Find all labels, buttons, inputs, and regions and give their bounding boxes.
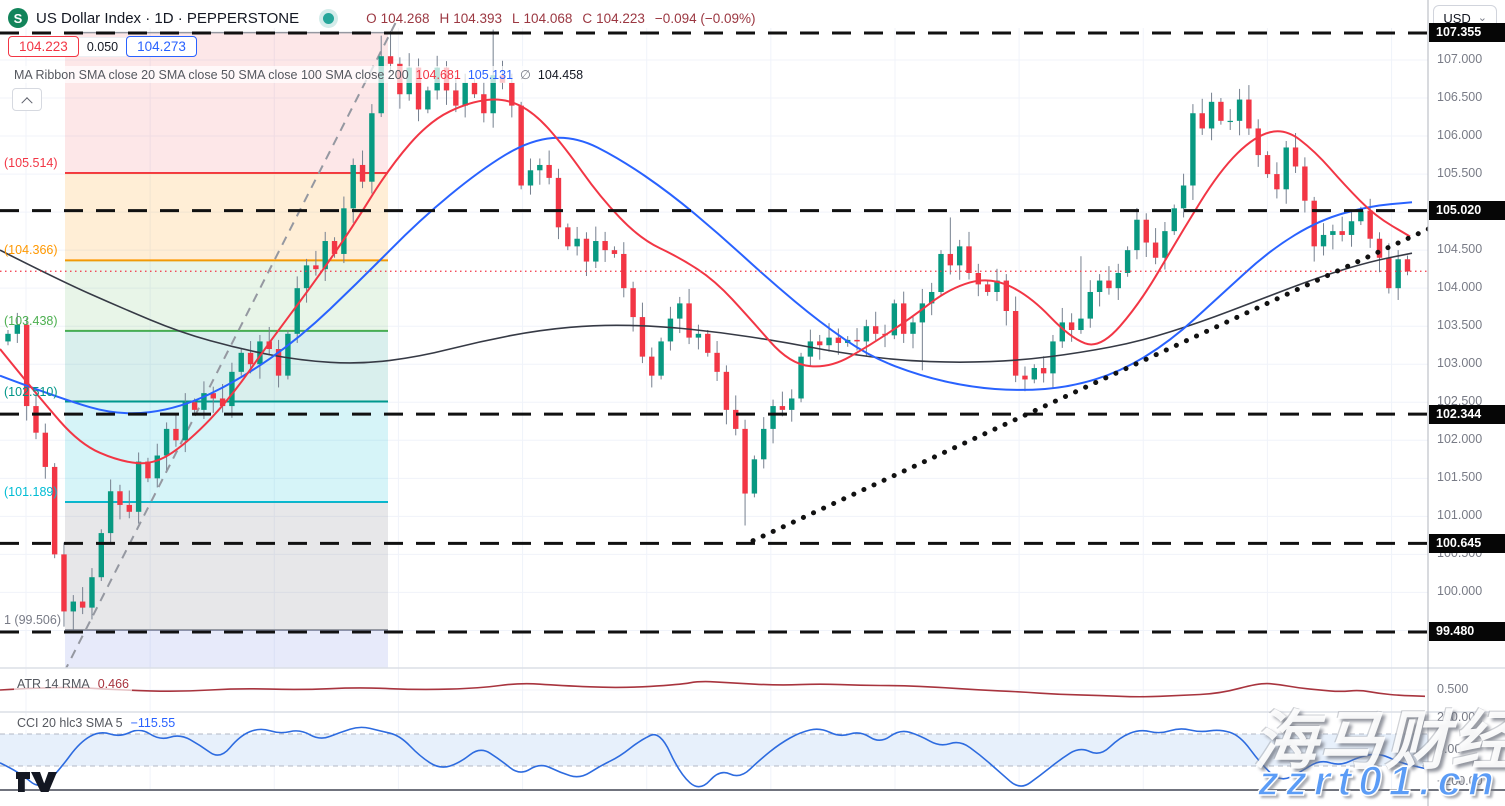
- low-value: 104.068: [523, 10, 573, 26]
- alert-price-label: 107.355: [1429, 23, 1505, 43]
- close-value: 104.223: [596, 10, 645, 26]
- low-label: L: [512, 10, 520, 26]
- fib-level-label: (105.514): [4, 156, 58, 171]
- price-tick-label: 104.000: [1437, 280, 1483, 295]
- cci-title: CCI 20 hlc3 SMA 5: [17, 716, 123, 730]
- fib-level-label: (101.189): [4, 484, 58, 499]
- cci-tick-label: −200.00: [1437, 774, 1483, 788]
- price-tick-label: 106.000: [1437, 128, 1483, 143]
- legend-collapse-button[interactable]: [12, 88, 42, 111]
- high-label: H: [439, 10, 450, 26]
- sma200-value: 104.458: [537, 67, 584, 82]
- change-value: −0.094 (−0.09%): [654, 10, 756, 26]
- quote-row: 104.223 0.050 104.273: [8, 36, 197, 57]
- price-tick-label: 101.000: [1437, 508, 1483, 523]
- price-tick-label: 101.500: [1437, 470, 1483, 485]
- sma20-value: 104.681: [415, 67, 461, 82]
- open-label: O: [366, 10, 377, 26]
- price-tick-label: 102.000: [1437, 432, 1483, 447]
- sma100-null-icon: ∅: [520, 68, 531, 82]
- market-status-icon: [323, 12, 335, 24]
- price-tick-label: 103.500: [1437, 318, 1483, 333]
- open-value: 104.268: [380, 10, 430, 26]
- fib-level-label: (104.366): [4, 243, 58, 258]
- atr-value: 0.466: [97, 677, 129, 691]
- sma50-value: 105.131: [467, 67, 514, 82]
- cci-tick-label: 200.00: [1437, 710, 1476, 724]
- price-tick-label: 106.500: [1437, 90, 1483, 105]
- high-value: 104.393: [453, 10, 503, 26]
- alert-price-label: 100.645: [1429, 533, 1505, 553]
- close-label: C: [582, 10, 593, 26]
- broker-logo-icon: S: [8, 8, 28, 28]
- cci-value: −115.55: [130, 716, 176, 730]
- ma-ribbon-legend[interactable]: MA Ribbon SMA close 20 SMA close 50 SMA …: [10, 66, 588, 83]
- atr-legend[interactable]: ATR 14 RMA 0.466: [14, 677, 132, 691]
- atr-title: ATR 14 RMA: [17, 677, 90, 691]
- ma-ribbon-title: MA Ribbon SMA close 20 SMA close 50 SMA …: [14, 67, 409, 82]
- alert-price-label: 102.344: [1429, 404, 1505, 424]
- fib-level-label: (102.510): [4, 384, 58, 399]
- price-tick-label: 100.000: [1437, 584, 1483, 599]
- symbol-title[interactable]: US Dollar Index · 1D · PEPPERSTONE: [36, 9, 300, 27]
- bid-price-button[interactable]: 104.223: [8, 36, 79, 57]
- fib-level-label: 1 (99.506): [4, 612, 61, 627]
- cci-legend[interactable]: CCI 20 hlc3 SMA 5 −115.55: [14, 716, 179, 730]
- atr-tick-label: 0.500: [1437, 682, 1469, 696]
- price-tick-label: 103.000: [1437, 356, 1483, 371]
- currency-label: USD: [1443, 10, 1471, 26]
- price-tick-label: 107.000: [1437, 52, 1483, 66]
- chevron-up-icon: [21, 96, 33, 108]
- fib-level-label: (103.438): [4, 313, 58, 328]
- toolbar: S US Dollar Index · 1D · PEPPERSTONE O 10…: [8, 6, 756, 30]
- ask-price-button[interactable]: 104.273: [126, 36, 197, 57]
- cci-tick-label: 0.00: [1437, 742, 1462, 756]
- spread-value: 0.050: [78, 36, 127, 57]
- chevron-down-icon: ⌄: [1477, 11, 1487, 24]
- price-tick-label: 105.500: [1437, 166, 1483, 181]
- ohlc-values: O 104.268 H 104.393 L 104.068 C 104.223 −0.0…: [360, 11, 755, 26]
- alert-price-label: 105.020: [1429, 201, 1505, 221]
- alert-price-label: 99.480: [1429, 622, 1505, 642]
- tradingview-logo[interactable]: [16, 768, 58, 796]
- price-tick-label: 104.500: [1437, 242, 1483, 257]
